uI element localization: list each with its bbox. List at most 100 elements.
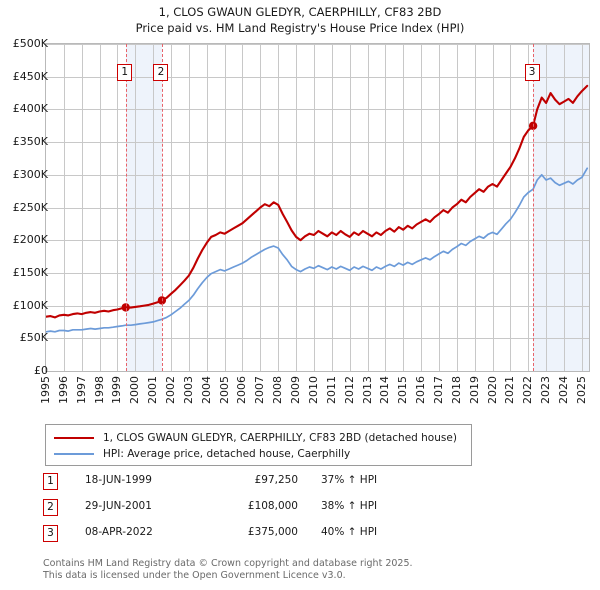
x-tick-label: 2008 <box>271 376 285 404</box>
x-tick-label: 2025 <box>574 376 588 404</box>
x-tick-label: 2013 <box>360 376 374 404</box>
gridline-vertical <box>385 44 386 371</box>
transaction-hpi-delta: 37% ↑ HPI <box>321 474 378 486</box>
transaction-date: 18-JUN-1999 <box>85 474 152 486</box>
gridline-vertical <box>582 44 583 371</box>
table-row[interactable]: 2 29-JUN-2001 £108,000 38% ↑ HPI <box>43 498 473 524</box>
transaction-hpi-delta: 38% ↑ HPI <box>321 500 378 512</box>
title-line-primary: 1, CLOS GWAUN GLEDYR, CAERPHILLY, CF83 2… <box>158 5 442 19</box>
gridline-horizontal <box>46 240 589 241</box>
event-box-2[interactable]: 2 <box>153 64 169 81</box>
transaction-date: 29-JUN-2001 <box>85 500 152 512</box>
x-tick-label: 2016 <box>414 376 428 404</box>
gridline-vertical <box>64 44 65 371</box>
transaction-date: 08-APR-2022 <box>85 526 153 538</box>
gridline-vertical <box>350 44 351 371</box>
x-tick-label: 2020 <box>485 376 499 404</box>
y-tick-label: £150K <box>12 265 48 279</box>
gridline-horizontal <box>46 44 589 45</box>
x-tick-label: 2014 <box>378 376 392 404</box>
legend-item-price-paid: 1, CLOS GWAUN GLEDYR, CAERPHILLY, CF83 2… <box>46 430 471 446</box>
x-tick-label: 2024 <box>556 376 570 404</box>
y-tick-label: £400K <box>12 102 48 116</box>
gridline-vertical <box>189 44 190 371</box>
gridline-vertical <box>403 44 404 371</box>
event-line-1 <box>125 44 127 371</box>
x-tick-label: 2015 <box>396 376 410 404</box>
gridline-vertical <box>528 44 529 371</box>
event-line-2 <box>161 44 163 371</box>
x-tick-label: 2017 <box>431 376 445 404</box>
y-tick-label: £100K <box>12 298 48 312</box>
legend-item-label: HPI: Average price, detached house, Caer… <box>103 448 351 460</box>
y-tick-label: £350K <box>12 135 48 149</box>
event-box-1[interactable]: 1 <box>117 64 133 81</box>
gridline-vertical <box>332 44 333 371</box>
x-tick-label: 2001 <box>146 376 160 404</box>
gridline-horizontal <box>46 109 589 110</box>
series-line-price-paid <box>46 84 589 319</box>
event-line-3 <box>533 44 535 371</box>
gridline-vertical <box>421 44 422 371</box>
transaction-hpi-delta: 40% ↑ HPI <box>321 526 378 538</box>
y-tick-label: £50K <box>19 331 48 345</box>
transaction-price: £108,000 <box>247 500 298 512</box>
gridline-vertical <box>457 44 458 371</box>
gridline-vertical <box>475 44 476 371</box>
x-tick-label: 2012 <box>342 376 356 404</box>
transaction-index-badge: 3 <box>43 525 58 542</box>
gridline-horizontal <box>46 273 589 274</box>
highlight-band-1 <box>125 44 162 371</box>
event-box-3[interactable]: 3 <box>524 64 540 81</box>
x-tick-label: 1997 <box>74 376 88 404</box>
transaction-index-badge: 2 <box>43 499 58 516</box>
legend-item-hpi: HPI: Average price, detached house, Caer… <box>46 446 471 462</box>
y-tick-label: £0 <box>34 364 48 377</box>
y-tick-label: £200K <box>12 233 48 247</box>
x-tick-label: 2004 <box>199 376 213 404</box>
x-tick-label: 1996 <box>56 376 70 404</box>
table-row[interactable]: 3 08-APR-2022 £375,000 40% ↑ HPI <box>43 524 473 550</box>
x-tick-label: 2011 <box>324 376 338 404</box>
gridline-vertical <box>546 44 547 371</box>
gridline-horizontal <box>46 306 589 307</box>
x-tick-label: 2003 <box>181 376 195 404</box>
gridline-vertical <box>368 44 369 371</box>
page-title: 1, CLOS GWAUN GLEDYR, CAERPHILLY, CF83 2… <box>0 4 600 36</box>
gridline-vertical <box>82 44 83 371</box>
gridline-vertical <box>314 44 315 371</box>
x-tick-label: 1995 <box>39 376 52 404</box>
gridline-vertical <box>171 44 172 371</box>
gridline-vertical <box>207 44 208 371</box>
gridline-vertical <box>493 44 494 371</box>
y-tick-label: £250K <box>12 200 48 214</box>
gridline-vertical <box>100 44 101 371</box>
y-tick-label: £500K <box>12 37 48 50</box>
x-tick-label: 2022 <box>521 376 535 404</box>
table-row[interactable]: 1 18-JUN-1999 £97,250 37% ↑ HPI <box>43 472 473 498</box>
x-tick-label: 2000 <box>128 376 142 404</box>
sale-point-2[interactable] <box>157 296 167 305</box>
title-line-secondary: Price paid vs. HM Land Registry's House … <box>135 21 465 35</box>
chart-plot <box>46 84 589 333</box>
x-tick-label: 2010 <box>306 376 320 404</box>
transaction-price: £97,250 <box>254 474 298 486</box>
gridline-vertical <box>117 44 118 371</box>
x-tick-label: 2006 <box>235 376 249 404</box>
legend-item-label: 1, CLOS GWAUN GLEDYR, CAERPHILLY, CF83 2… <box>103 432 457 444</box>
x-tick-label: 2019 <box>467 376 481 404</box>
gridline-horizontal <box>46 338 589 339</box>
x-tick-label: 2021 <box>503 376 517 404</box>
legend-swatch-icon <box>54 453 94 455</box>
y-tick-label: £450K <box>12 69 48 83</box>
gridline-horizontal <box>46 208 589 209</box>
price-history-chart <box>45 43 590 372</box>
gridline-vertical <box>135 44 136 371</box>
gridline-horizontal <box>46 77 589 78</box>
gridline-vertical <box>153 44 154 371</box>
gridline-vertical <box>510 44 511 371</box>
x-tick-label: 1999 <box>110 376 124 404</box>
gridline-vertical <box>564 44 565 371</box>
gridline-horizontal <box>46 142 589 143</box>
gridline-vertical <box>439 44 440 371</box>
